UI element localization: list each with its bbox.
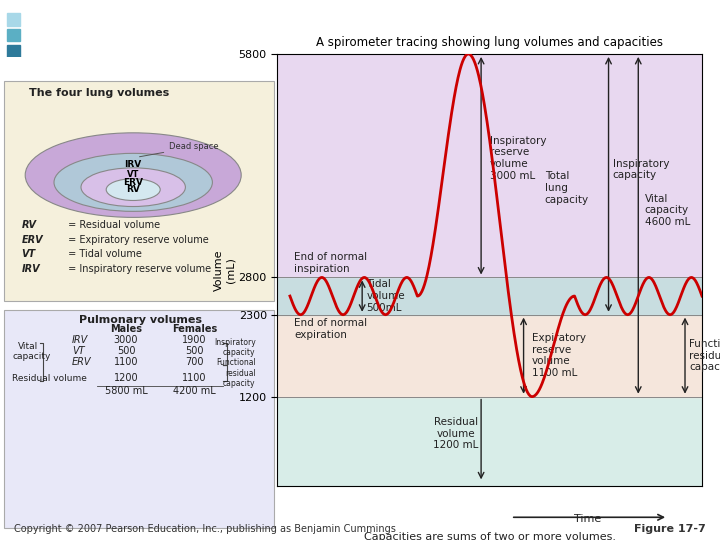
Text: The four lung volumes: The four lung volumes xyxy=(29,88,169,98)
Text: 700: 700 xyxy=(185,357,204,367)
Text: = Inspiratory reserve volume: = Inspiratory reserve volume xyxy=(65,264,211,274)
Text: VT: VT xyxy=(72,346,85,356)
Text: 4200 mL: 4200 mL xyxy=(173,386,216,396)
Ellipse shape xyxy=(107,179,160,200)
Text: Functional
residual
capacity: Functional residual capacity xyxy=(216,359,256,388)
Text: Lungs Volumes and Capacities: Lungs Volumes and Capacities xyxy=(32,11,462,35)
Text: 1100: 1100 xyxy=(114,357,138,367)
FancyBboxPatch shape xyxy=(4,81,274,301)
Text: 3000: 3000 xyxy=(114,335,138,345)
Text: Tidal
volume
500mL: Tidal volume 500mL xyxy=(366,280,405,313)
Bar xyxy=(277,396,702,486)
Text: Residual
volume
1200 mL: Residual volume 1200 mL xyxy=(433,417,478,450)
Text: Inspiratory
capacity: Inspiratory capacity xyxy=(214,338,256,357)
Text: 1100: 1100 xyxy=(182,374,207,383)
Text: Copyright © 2007 Pearson Education, Inc., publishing as Benjamin Cummings: Copyright © 2007 Pearson Education, Inc.… xyxy=(14,523,396,534)
Text: = Expiratory reserve volume: = Expiratory reserve volume xyxy=(65,235,209,245)
Ellipse shape xyxy=(25,133,241,218)
Text: ERV: ERV xyxy=(123,178,143,187)
Text: Expiratory
reserve
volume
1100 mL: Expiratory reserve volume 1100 mL xyxy=(532,333,586,378)
Text: Dead space: Dead space xyxy=(140,143,219,157)
Text: ERV: ERV xyxy=(22,235,43,245)
Text: = Residual volume: = Residual volume xyxy=(65,220,160,230)
Text: RV: RV xyxy=(22,220,37,230)
Text: Residual volume: Residual volume xyxy=(12,374,87,383)
Text: Capacities are sums of two or more volumes.: Capacities are sums of two or more volum… xyxy=(364,532,616,540)
Text: 5800 mL: 5800 mL xyxy=(104,386,148,396)
FancyBboxPatch shape xyxy=(7,29,20,42)
Text: Females: Females xyxy=(172,324,217,334)
Text: Pulmonary volumes: Pulmonary volumes xyxy=(79,315,202,325)
Text: Vital
capacity
4600 mL: Vital capacity 4600 mL xyxy=(644,194,690,227)
Text: Figure 17-7: Figure 17-7 xyxy=(634,523,706,534)
FancyBboxPatch shape xyxy=(4,310,274,528)
Text: Functional
residual
capacity: Functional residual capacity xyxy=(689,339,720,372)
Text: Vital: Vital xyxy=(18,342,38,351)
Ellipse shape xyxy=(54,153,212,211)
Title: A spirometer tracing showing lung volumes and capacities: A spirometer tracing showing lung volume… xyxy=(316,36,663,49)
Text: capacity: capacity xyxy=(12,352,50,361)
Text: Males: Males xyxy=(110,324,142,334)
FancyBboxPatch shape xyxy=(7,13,20,25)
Text: IRV: IRV xyxy=(22,264,40,274)
Text: ERV: ERV xyxy=(72,357,91,367)
Text: VT: VT xyxy=(22,249,36,259)
Text: RV: RV xyxy=(126,185,140,194)
Ellipse shape xyxy=(81,168,185,206)
Bar xyxy=(277,315,702,396)
Bar xyxy=(277,278,702,315)
Text: VT: VT xyxy=(127,170,140,179)
Text: Inspiratory
capacity: Inspiratory capacity xyxy=(613,159,670,180)
Text: IRV: IRV xyxy=(125,160,142,170)
Text: 500: 500 xyxy=(117,346,135,356)
Text: = Tidal volume: = Tidal volume xyxy=(65,249,142,259)
Text: End of normal
inspiration: End of normal inspiration xyxy=(294,252,367,274)
Text: Total
lung
capacity: Total lung capacity xyxy=(545,172,589,205)
Text: IRV: IRV xyxy=(72,335,89,345)
Bar xyxy=(277,54,702,278)
Text: End of normal
expiration: End of normal expiration xyxy=(294,319,367,340)
Text: Inspiratory
reserve
volume
3000 mL: Inspiratory reserve volume 3000 mL xyxy=(490,136,546,181)
Text: 500: 500 xyxy=(185,346,204,356)
Text: 1900: 1900 xyxy=(182,335,207,345)
Text: 1200: 1200 xyxy=(114,374,138,383)
Y-axis label: Volume
(mL): Volume (mL) xyxy=(214,249,235,291)
Text: Time: Time xyxy=(574,514,601,524)
FancyBboxPatch shape xyxy=(7,45,20,57)
